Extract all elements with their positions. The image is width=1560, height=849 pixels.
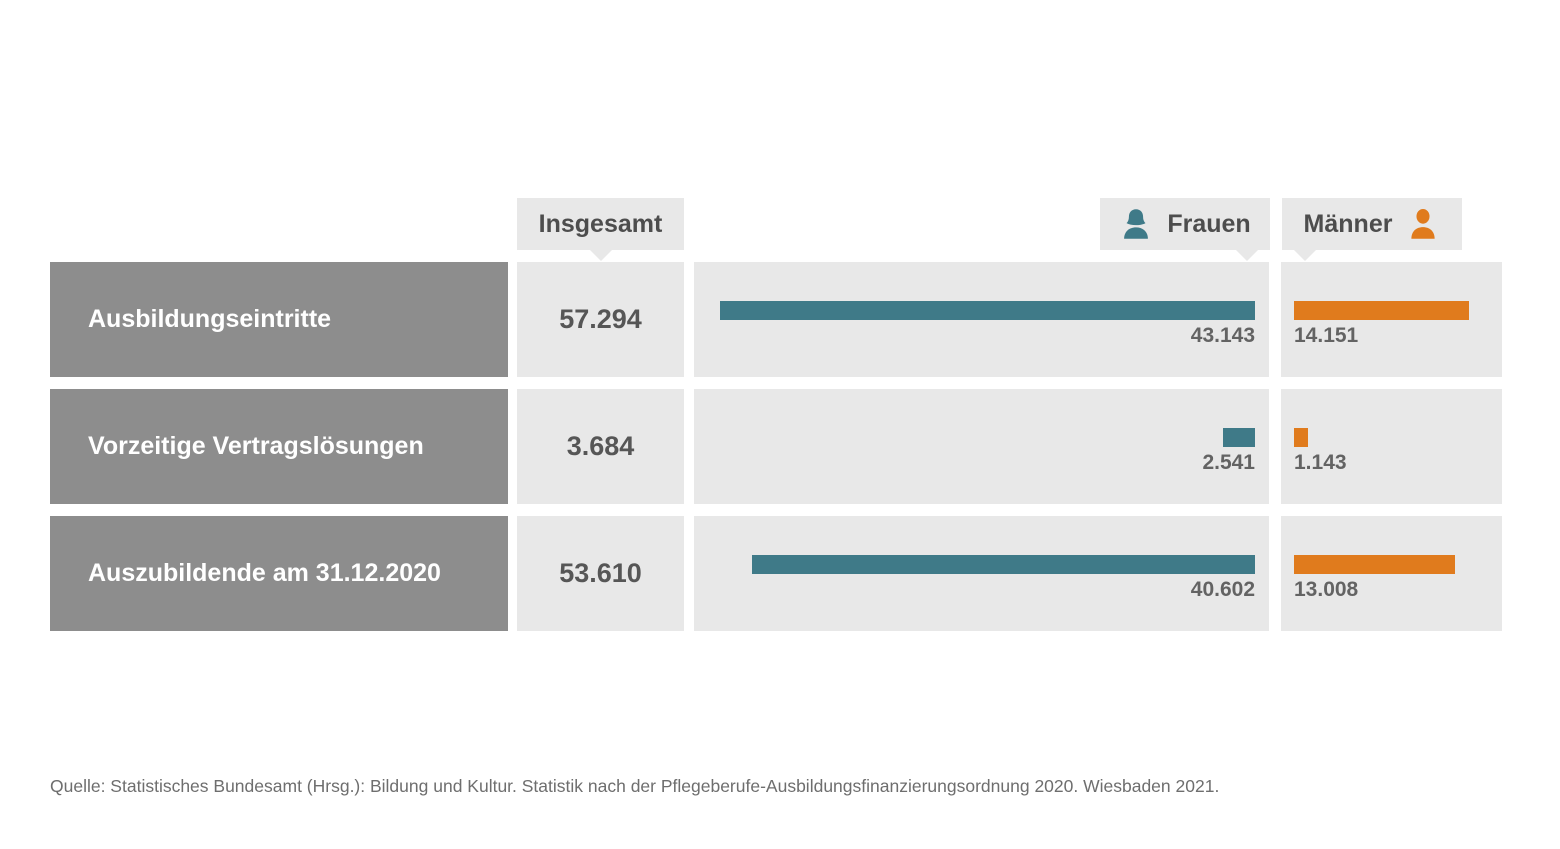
header-maenner-label: Männer xyxy=(1282,198,1462,261)
total-value: 57.294 xyxy=(559,304,642,334)
frauen-bar xyxy=(720,301,1255,320)
maenner-bar xyxy=(1294,428,1308,447)
maenner-bar-cell: 14.151 xyxy=(1281,262,1502,377)
frauen-bar-cell: 40.602 xyxy=(694,516,1269,631)
pointer-tail xyxy=(1236,250,1258,261)
pointer-tail xyxy=(589,250,612,261)
maenner-bar-cell: 13.008 xyxy=(1281,516,1502,631)
total-value-cell: 3.684 xyxy=(517,389,684,504)
table-row: Vorzeitige Vertragslösungen 3.684 2.541 … xyxy=(0,389,1560,504)
maenner-value-label: 1.143 xyxy=(1294,451,1347,474)
frauen-bar xyxy=(752,555,1255,574)
header-total-label: Insgesamt xyxy=(517,198,684,261)
source-note: Quelle: Statistisches Bundesamt (Hrsg.):… xyxy=(50,776,1220,796)
header-total-text: Insgesamt xyxy=(538,209,663,238)
total-value-cell: 57.294 xyxy=(517,262,684,377)
maenner-bar xyxy=(1294,301,1469,320)
total-value-cell: 53.610 xyxy=(517,516,684,631)
maenner-value-label: 14.151 xyxy=(1294,324,1359,347)
frauen-value-label: 2.541 xyxy=(1202,451,1255,474)
frauen-bar-cell: 43.143 xyxy=(694,262,1269,377)
maenner-bar-cell: 1.143 xyxy=(1281,389,1502,504)
frauen-bar xyxy=(1223,428,1255,447)
frauen-value-label: 43.143 xyxy=(1190,324,1255,347)
total-value: 53.610 xyxy=(559,558,642,588)
header-frauen-label: Frauen xyxy=(1100,198,1270,261)
table-row: Ausbildungseintritte 57.294 43.143 14.15… xyxy=(0,262,1560,377)
category-label-box: Ausbildungseintritte xyxy=(50,262,508,377)
category-label-box: Auszubildende am 31.12.2020 xyxy=(50,516,508,631)
total-value: 3.684 xyxy=(566,431,635,461)
man-icon xyxy=(1411,208,1436,239)
category-label: Auszubildende am 31.12.2020 xyxy=(88,559,441,587)
maenner-bar xyxy=(1294,555,1455,574)
frauen-bar-cell: 2.541 xyxy=(694,389,1269,504)
category-label-box: Vorzeitige Vertragslösungen xyxy=(50,389,508,504)
maenner-value-label: 13.008 xyxy=(1294,578,1359,601)
pointer-tail xyxy=(1294,250,1316,261)
woman-icon xyxy=(1124,209,1149,239)
category-label: Ausbildungseintritte xyxy=(88,305,332,333)
header-frauen-text: Frauen xyxy=(1167,209,1251,238)
table-row: Auszubildende am 31.12.2020 53.610 40.60… xyxy=(0,516,1560,631)
frauen-value-label: 40.602 xyxy=(1190,578,1255,601)
header-maenner-text: Männer xyxy=(1303,209,1393,238)
category-label: Vorzeitige Vertragslösungen xyxy=(88,432,424,460)
